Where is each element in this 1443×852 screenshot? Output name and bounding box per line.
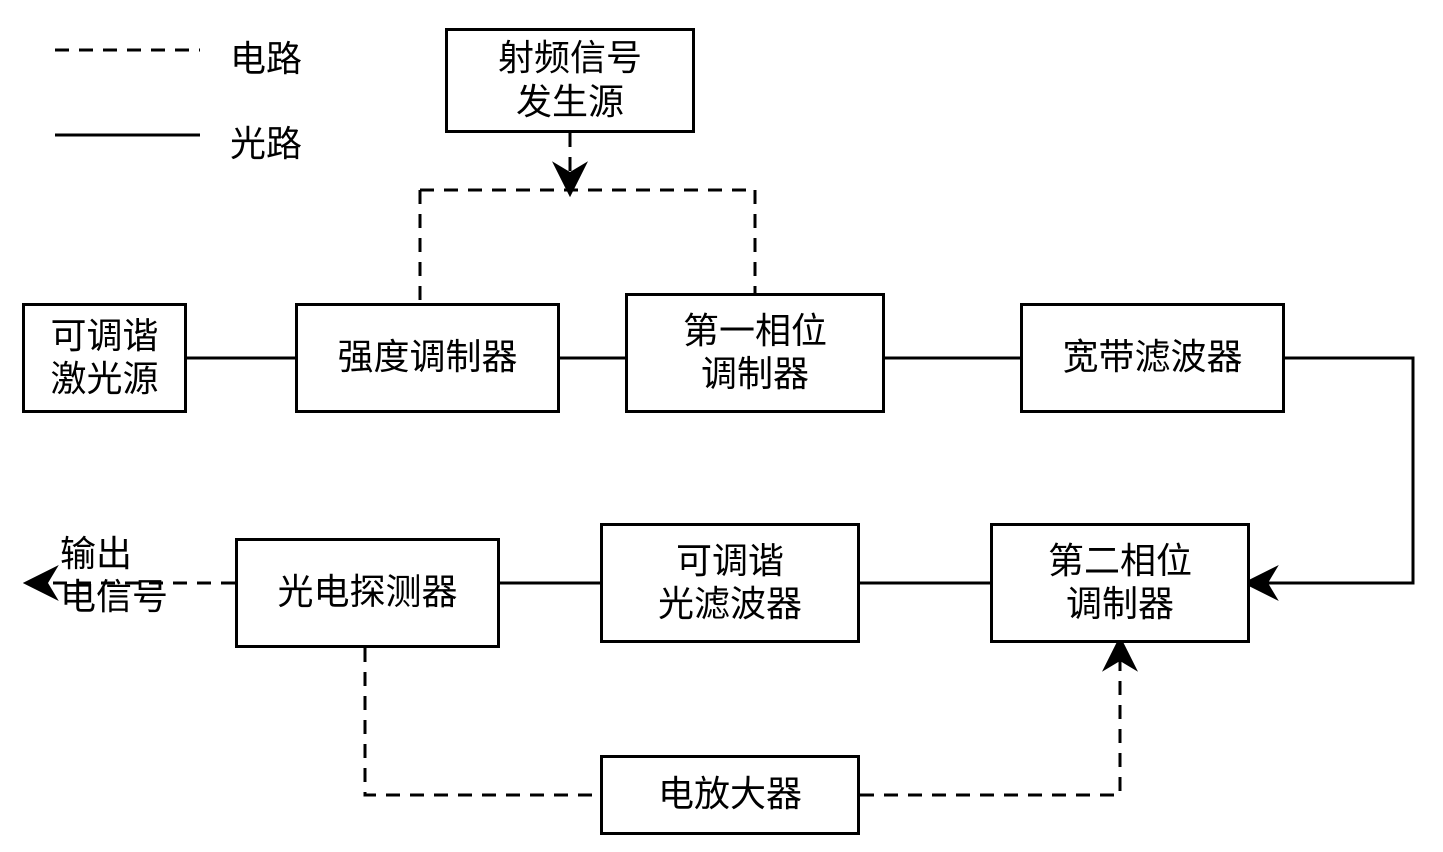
legend-solid-label: 光路: [230, 115, 302, 167]
wires-layer: [0, 0, 1443, 852]
node-electrical-amplifier: 电放大器: [600, 755, 860, 835]
node-rf-source: 射频信号发生源: [445, 28, 695, 133]
node-broadband-filter: 宽带滤波器: [1020, 303, 1285, 413]
node-intensity-modulator: 强度调制器: [295, 303, 560, 413]
node-phase-modulator-1: 第一相位调制器: [625, 293, 885, 413]
output-signal-label: 输出电信号: [60, 533, 168, 619]
node-phase-modulator-2: 第二相位调制器: [990, 523, 1250, 643]
node-photodetector: 光电探测器: [235, 538, 500, 648]
node-tunable-optical-filter: 可调谐光滤波器: [600, 523, 860, 643]
node-tunable-laser: 可调谐激光源: [22, 303, 187, 413]
diagram-canvas: 电路 光路 射频信号发生源 可调谐激光源 强度调制器 第一相位调制器 宽带滤波器…: [0, 0, 1443, 852]
legend-dashed-label: 电路: [230, 30, 302, 82]
